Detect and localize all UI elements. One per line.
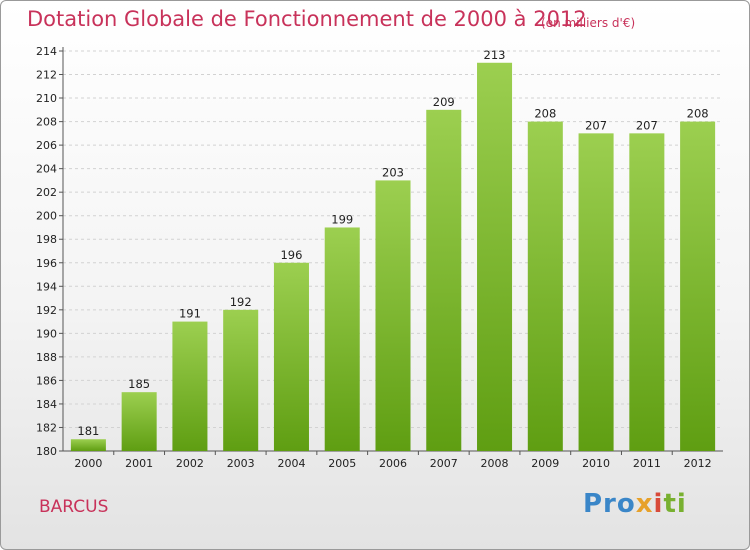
labels: 180 182 184 186 188 190 192 194 196 198 200 202 204 2… xyxy=(36,45,712,470)
value-label-2007: 209 xyxy=(433,95,455,109)
x-tick-label-2011: 2011 xyxy=(633,457,661,470)
y-tick-label: 192 xyxy=(36,304,57,317)
y-tick-label: 194 xyxy=(36,280,57,293)
y-tick-label: 198 xyxy=(36,233,57,246)
bars xyxy=(70,62,716,452)
value-label-2005: 199 xyxy=(331,212,353,226)
bar-2001 xyxy=(121,392,157,451)
value-label-2011: 207 xyxy=(636,118,658,132)
y-tick-label: 184 xyxy=(36,398,57,411)
logo-part: x xyxy=(635,489,654,519)
y-tick-label: 212 xyxy=(36,69,57,82)
chart-unit-note: (en milliers d'€) xyxy=(541,16,636,30)
x-tick-label-2005: 2005 xyxy=(328,457,356,470)
bar-2010 xyxy=(578,133,614,451)
y-tick-label: 202 xyxy=(36,186,57,199)
y-tick-label: 180 xyxy=(36,445,57,458)
value-label-2003: 192 xyxy=(230,295,252,309)
x-tick-label-2007: 2007 xyxy=(430,457,458,470)
logo-part: ti xyxy=(663,489,687,519)
x-tick-label-2008: 2008 xyxy=(481,457,509,470)
bar-2004 xyxy=(273,262,309,451)
bar-2008 xyxy=(477,62,513,451)
bar-2000 xyxy=(70,439,106,451)
y-tick-label: 208 xyxy=(36,116,57,129)
proxiti-logo: Proxiti xyxy=(583,489,687,519)
y-tick-label: 182 xyxy=(36,421,57,434)
bar-2003 xyxy=(223,309,259,451)
y-tick-label: 186 xyxy=(36,374,57,387)
x-tick-label-2009: 2009 xyxy=(531,457,559,470)
value-label-2001: 185 xyxy=(128,377,150,391)
x-tick-label-2001: 2001 xyxy=(125,457,153,470)
y-tick-label: 206 xyxy=(36,139,57,152)
value-label-2010: 207 xyxy=(585,118,607,132)
x-tick-label-2002: 2002 xyxy=(176,457,204,470)
logo-part: Pro xyxy=(583,489,636,519)
value-label-2002: 191 xyxy=(179,307,201,321)
bar-2009 xyxy=(527,121,563,452)
x-tick-label-2003: 2003 xyxy=(227,457,255,470)
value-label-2009: 208 xyxy=(534,107,556,121)
bar-2002 xyxy=(172,321,208,451)
y-tick-label: 204 xyxy=(36,163,57,176)
y-tick-label: 196 xyxy=(36,257,57,270)
bar-2011 xyxy=(629,133,665,451)
value-label-2012: 208 xyxy=(687,107,709,121)
y-tick-label: 214 xyxy=(36,45,57,58)
x-tick-label-2006: 2006 xyxy=(379,457,407,470)
x-tick-label-2004: 2004 xyxy=(277,457,305,470)
bar-2006 xyxy=(375,180,411,452)
logo-part: i xyxy=(653,489,664,519)
y-tick-label: 188 xyxy=(36,351,57,364)
bar-2007 xyxy=(426,109,462,451)
x-tick-label-2000: 2000 xyxy=(74,457,102,470)
value-label-2008: 213 xyxy=(484,48,506,62)
chart-title: Dotation Globale de Fonctionnement de 20… xyxy=(27,7,587,31)
bar-2012 xyxy=(680,121,716,452)
x-tick-label-2010: 2010 xyxy=(582,457,610,470)
value-label-2004: 196 xyxy=(280,248,302,262)
y-tick-label: 190 xyxy=(36,327,57,340)
y-tick-label: 200 xyxy=(36,210,57,223)
commune-name: BARCUS xyxy=(39,497,109,517)
value-label-2006: 203 xyxy=(382,165,404,179)
y-tick-label: 210 xyxy=(36,92,57,105)
value-label-2000: 181 xyxy=(77,424,99,438)
x-tick-label-2012: 2012 xyxy=(684,457,712,470)
bar-2005 xyxy=(324,227,360,451)
